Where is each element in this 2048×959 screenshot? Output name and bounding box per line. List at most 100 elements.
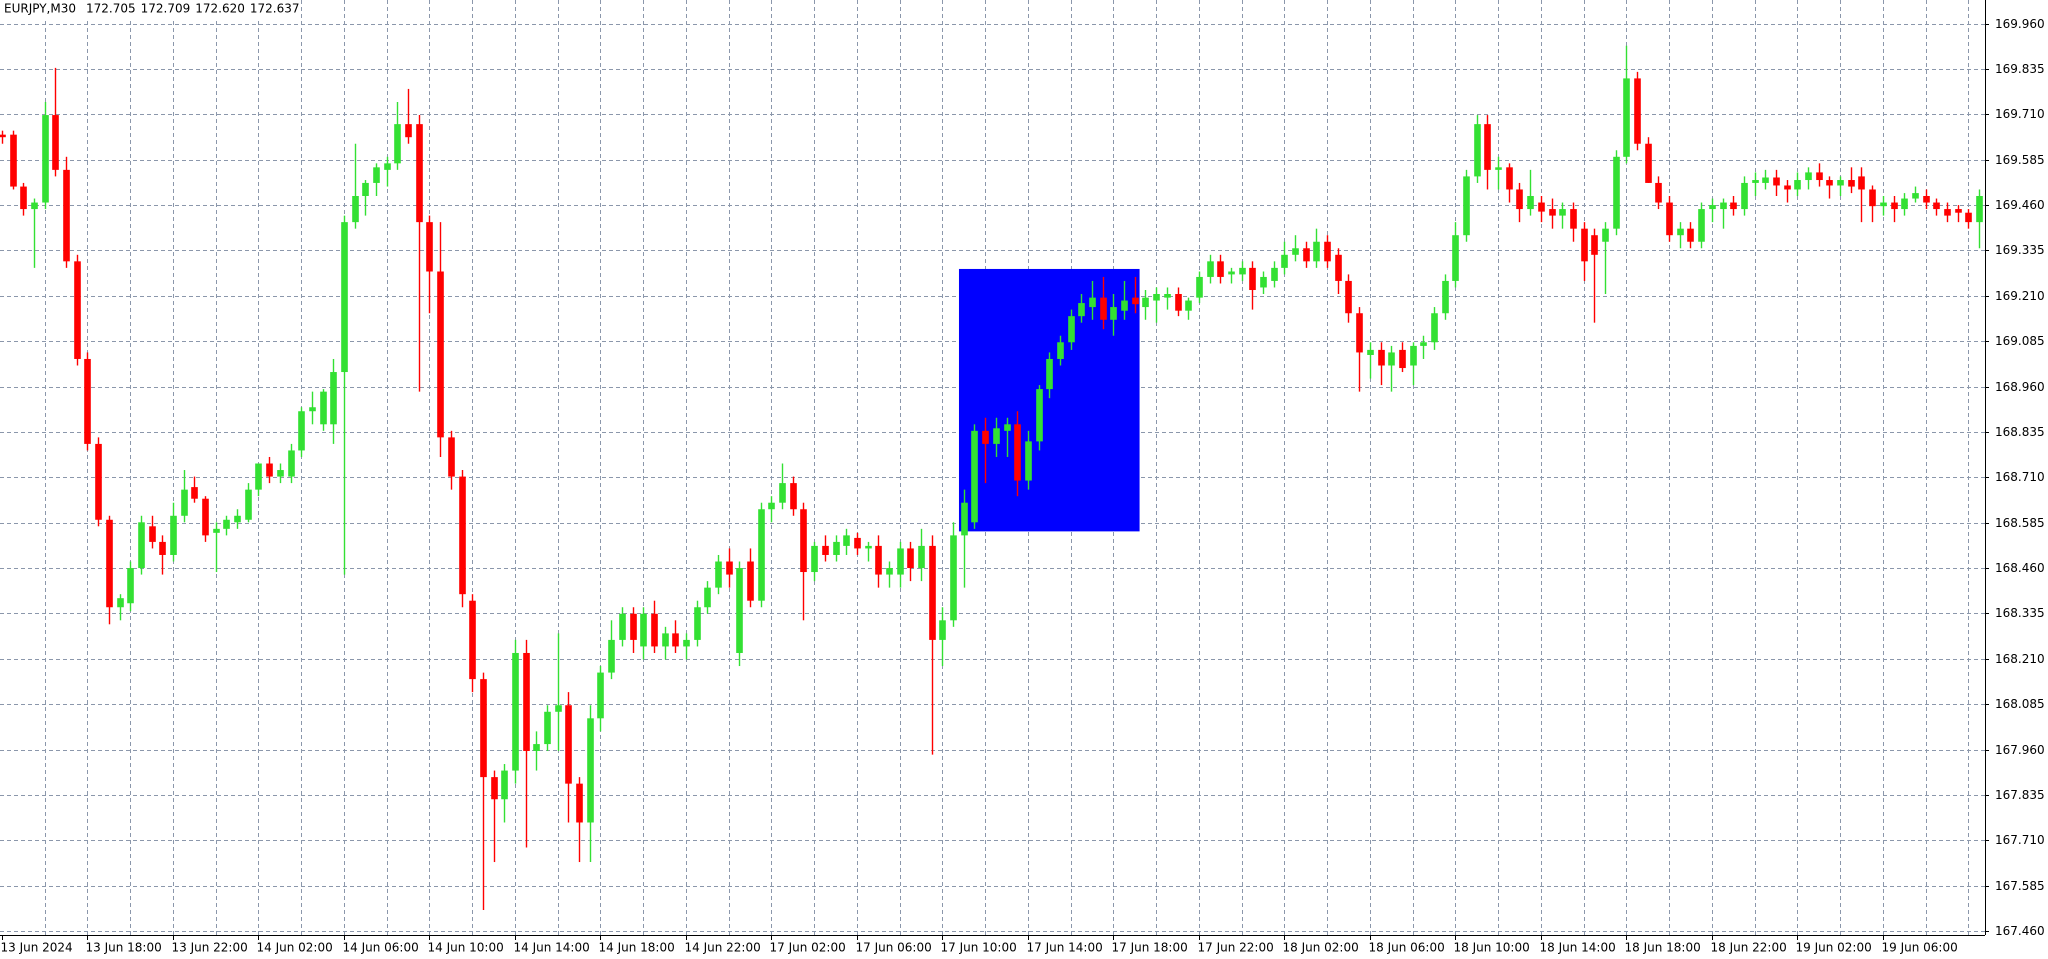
candle-body xyxy=(1698,209,1705,242)
candle-body xyxy=(181,489,188,516)
candle-body xyxy=(1388,352,1395,366)
candle-body xyxy=(1858,176,1865,190)
candle-body xyxy=(277,470,284,477)
candle-body xyxy=(1474,124,1481,177)
candle-body xyxy=(1955,209,1962,213)
y-tick-label: 168.960 xyxy=(1995,380,2045,394)
y-tick-label: 169.710 xyxy=(1995,107,2045,121)
symbol-title: EURJPY,M30 xyxy=(4,2,76,16)
candle-body xyxy=(1741,182,1748,210)
candle-body xyxy=(320,391,327,425)
candle-body xyxy=(362,182,369,197)
candle-body xyxy=(255,463,262,490)
candle-body xyxy=(1901,198,1908,210)
candle-body xyxy=(1004,424,1011,431)
grid xyxy=(0,0,1985,935)
x-tick-label: 18 Jun 14:00 xyxy=(1540,941,1616,955)
y-tick-label: 168.585 xyxy=(1995,516,2045,530)
candle-body xyxy=(1142,297,1149,308)
candle-body xyxy=(1891,202,1898,210)
candle-body xyxy=(758,509,765,601)
y-tick-label: 168.210 xyxy=(1995,652,2045,666)
x-tick-label: 18 Jun 18:00 xyxy=(1625,941,1701,955)
candle-body xyxy=(330,372,337,425)
candle-body xyxy=(587,718,594,823)
candle-body xyxy=(245,489,252,520)
candle-body xyxy=(1933,202,1940,210)
candle-body xyxy=(1655,182,1662,203)
x-tick-label: 14 Jun 02:00 xyxy=(257,941,333,955)
y-tick-label: 168.835 xyxy=(1995,425,2045,439)
candle-body xyxy=(1869,189,1876,207)
candle-body xyxy=(1335,254,1342,281)
candle-body xyxy=(52,115,59,170)
candle-body xyxy=(715,561,722,588)
candle-body xyxy=(608,639,615,673)
x-tick-label: 17 Jun 18:00 xyxy=(1112,941,1188,955)
quote-value: 172.709 xyxy=(141,2,191,16)
candle-body xyxy=(352,196,359,223)
candle-body xyxy=(298,411,305,451)
candle-body xyxy=(736,568,743,653)
candle-body xyxy=(373,167,380,183)
candle-body xyxy=(672,633,679,647)
candle-body xyxy=(1623,78,1630,157)
candle-body xyxy=(95,443,102,520)
header-background xyxy=(0,0,300,18)
candle-body xyxy=(822,545,829,555)
candle-body xyxy=(1452,235,1459,281)
candle-body xyxy=(865,545,872,549)
y-tick-label: 169.960 xyxy=(1995,17,2045,31)
candle-body xyxy=(84,358,91,444)
candle-body xyxy=(833,541,840,555)
candle-body xyxy=(1410,345,1417,366)
candle-body xyxy=(1549,209,1556,216)
candle-body xyxy=(1976,196,1983,223)
candle-body xyxy=(971,430,978,523)
candle-body xyxy=(127,568,134,604)
candle-body xyxy=(683,639,690,647)
axes: 169.960 169.835 169.710 169.585 169.460 169.3… xyxy=(1,17,2045,955)
candle-body xyxy=(1324,241,1331,262)
candle-body xyxy=(1378,349,1385,366)
candle-body xyxy=(1720,202,1727,210)
candle-body xyxy=(309,407,316,412)
x-tick-label: 18 Jun 10:00 xyxy=(1454,941,1530,955)
candle-body xyxy=(63,169,70,262)
candle-body xyxy=(1303,248,1310,262)
x-tick-label: 17 Jun 14:00 xyxy=(1027,941,1103,955)
candle-body xyxy=(1292,248,1299,255)
candle-body xyxy=(1912,193,1919,199)
y-tick-label: 167.960 xyxy=(1995,743,2045,757)
x-tick-label: 13 Jun 2024 xyxy=(1,941,73,955)
candle-body xyxy=(170,515,177,555)
x-tick-label: 14 Jun 10:00 xyxy=(428,941,504,955)
candle-body xyxy=(0,134,6,138)
candle-body xyxy=(1773,177,1780,186)
candle-body xyxy=(993,428,1000,444)
candle-body xyxy=(1506,167,1513,190)
candle-body xyxy=(1484,124,1491,170)
candle-body xyxy=(1805,172,1812,181)
header: EURJPY,M30 172.705 172.709 172.620 172.637 xyxy=(0,0,300,18)
candle-body xyxy=(1752,180,1759,183)
x-tick-label: 19 Jun 06:00 xyxy=(1882,941,1958,955)
candle-body xyxy=(790,483,797,510)
candle-body xyxy=(1784,185,1791,190)
candle-body xyxy=(1709,205,1716,210)
candle-body xyxy=(223,519,230,529)
candle-body xyxy=(426,222,433,272)
x-tick-label: 18 Jun 02:00 xyxy=(1283,941,1359,955)
candle-body xyxy=(149,526,156,542)
candle-body xyxy=(907,548,914,569)
candle-body xyxy=(1260,276,1267,288)
candle-body xyxy=(266,463,273,477)
candle-body xyxy=(1399,349,1406,369)
candle-body xyxy=(106,519,113,608)
candle-body xyxy=(213,528,220,533)
candle-body xyxy=(800,509,807,573)
candle-body xyxy=(1570,209,1577,229)
x-tick-label: 14 Jun 22:00 xyxy=(685,941,761,955)
annotation-box xyxy=(958,268,1140,532)
candle-body xyxy=(1645,143,1652,183)
